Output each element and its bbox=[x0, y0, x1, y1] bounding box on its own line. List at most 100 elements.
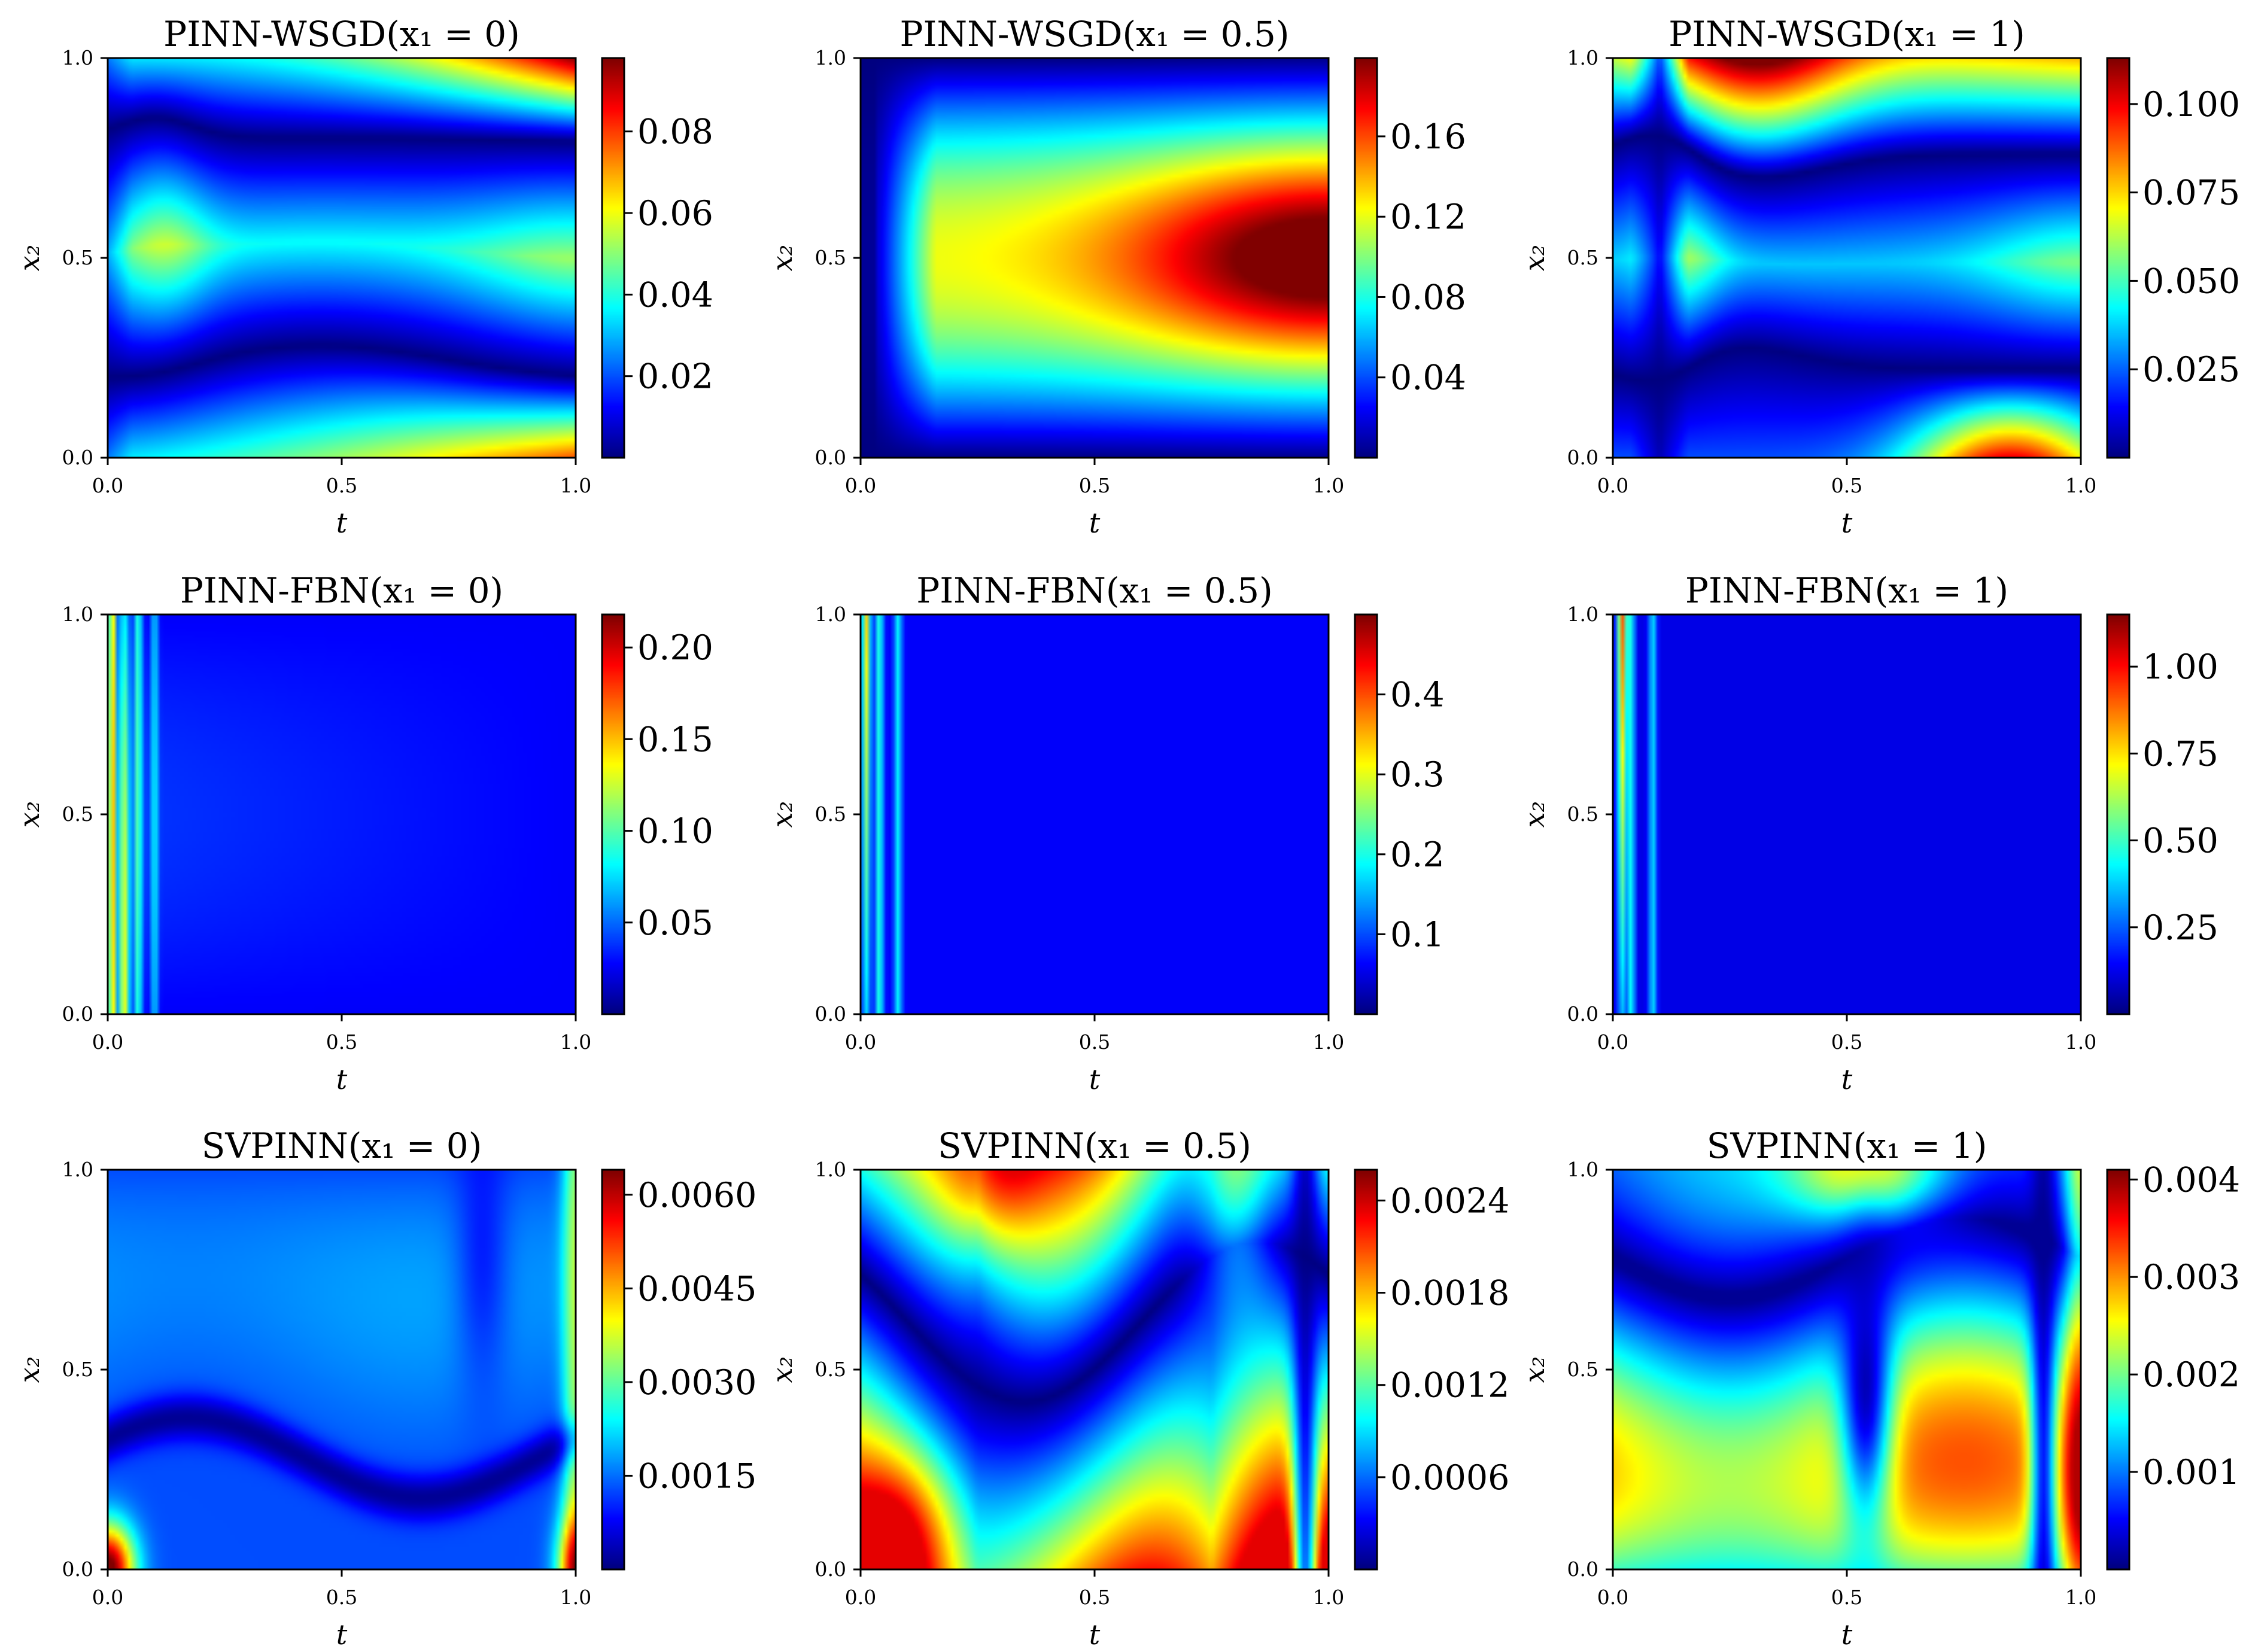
x-tick-label: 0.5 bbox=[1831, 474, 1862, 497]
colorbar-tick-label: 0.0006 bbox=[1390, 1458, 1509, 1498]
chart-title: SVPINN(x₁ = 0) bbox=[202, 1125, 482, 1166]
x-tick-label: 1.0 bbox=[2065, 474, 2096, 497]
y-tick-label: 1.0 bbox=[815, 1158, 846, 1181]
y-tick-label: 1.0 bbox=[62, 46, 93, 69]
colorbar-tick-label: 0.0015 bbox=[637, 1456, 756, 1496]
y-axis-label: x₂ bbox=[766, 801, 798, 827]
chart-title: SVPINN(x₁ = 0.5) bbox=[938, 1125, 1251, 1166]
y-axis-label: x₂ bbox=[13, 801, 45, 827]
chart-title: PINN-WSGD(x₁ = 0) bbox=[163, 14, 520, 54]
y-axis-label: x₂ bbox=[1518, 1356, 1551, 1383]
chart-title: PINN-FBN(x₁ = 0) bbox=[180, 570, 503, 611]
colorbar-gradient bbox=[2107, 614, 2129, 1014]
panel-5: PINN-FBN(x₁ = 0.5) 0.0 0.5 1.0 0.0 0.5 1.0 t x₂ 0… bbox=[766, 570, 1445, 1096]
x-axis-label: t bbox=[336, 1618, 348, 1651]
x-axis-label: t bbox=[1089, 1063, 1101, 1096]
x-tick-label: 0.0 bbox=[1597, 474, 1628, 497]
heatmap-image bbox=[108, 614, 576, 1014]
x-tick-label: 1.0 bbox=[1313, 474, 1344, 497]
y-tick-label: 0.5 bbox=[815, 802, 846, 826]
colorbar-tick-label: 0.06 bbox=[637, 194, 713, 233]
y-tick-label: 1.0 bbox=[1567, 46, 1598, 69]
colorbar-tick-label: 0.16 bbox=[1390, 117, 1466, 157]
colorbar-frame bbox=[2106, 1169, 2130, 1571]
y-tick-label: 0.0 bbox=[62, 446, 93, 469]
y-tick-label: 0.5 bbox=[62, 246, 93, 269]
colorbar-gradient bbox=[1355, 614, 1377, 1014]
x-tick-label: 0.5 bbox=[1831, 1586, 1862, 1609]
colorbar-tick-label: 0.001 bbox=[2142, 1453, 2240, 1492]
heatmap-image bbox=[1613, 614, 2081, 1014]
colorbar-frame bbox=[2106, 613, 2130, 1015]
x-tick-label: 1.0 bbox=[560, 1030, 591, 1054]
chart-title: PINN-FBN(x₁ = 1) bbox=[1685, 570, 2008, 611]
y-tick-label: 1.0 bbox=[1567, 1158, 1598, 1181]
panel-6: PINN-FBN(x₁ = 1) 0.0 0.5 1.0 0.0 0.5 1.0 t x₂ 0.2… bbox=[1518, 570, 2218, 1096]
colorbar-frame bbox=[601, 57, 625, 459]
chart-title: PINN-WSGD(x₁ = 0.5) bbox=[900, 14, 1290, 54]
y-axis-label: x₂ bbox=[13, 1356, 45, 1383]
colorbar-tick-label: 0.04 bbox=[1390, 358, 1466, 398]
x-tick-label: 1.0 bbox=[560, 474, 591, 497]
x-tick-label: 0.0 bbox=[1597, 1030, 1628, 1054]
heatmap-image bbox=[861, 58, 1329, 458]
x-tick-label: 0.5 bbox=[1079, 474, 1110, 497]
y-tick-label: 0.0 bbox=[815, 1557, 846, 1581]
heatmap-image bbox=[108, 58, 576, 458]
panel-4: PINN-FBN(x₁ = 0) 0.0 0.5 1.0 0.0 0.5 1.0 t x₂ 0.0… bbox=[13, 570, 713, 1096]
colorbar-frame bbox=[1354, 57, 1378, 459]
chart-title: PINN-WSGD(x₁ = 1) bbox=[1668, 14, 2025, 54]
heatmap-image bbox=[861, 1170, 1329, 1569]
x-tick-label: 0.0 bbox=[845, 474, 876, 497]
y-tick-label: 0.0 bbox=[815, 446, 846, 469]
x-tick-label: 0.0 bbox=[92, 1586, 123, 1609]
y-tick-label: 0.0 bbox=[1567, 1557, 1598, 1581]
x-axis-label: t bbox=[336, 1063, 348, 1096]
y-tick-label: 0.5 bbox=[62, 1358, 93, 1381]
colorbar-tick-label: 0.25 bbox=[2142, 908, 2218, 948]
colorbar-tick-label: 0.10 bbox=[637, 812, 713, 851]
colorbar-tick-label: 0.50 bbox=[2142, 822, 2218, 861]
colorbar-tick-label: 0.15 bbox=[637, 720, 713, 759]
colorbar-tick-label: 0.04 bbox=[637, 275, 713, 315]
x-tick-label: 0.5 bbox=[1079, 1030, 1110, 1054]
colorbar-tick-label: 0.0030 bbox=[637, 1363, 756, 1402]
colorbar-tick-label: 0.20 bbox=[637, 628, 713, 668]
colorbar-tick-label: 0.004 bbox=[2142, 1160, 2240, 1200]
chart-title: PINN-FBN(x₁ = 0.5) bbox=[916, 570, 1273, 611]
x-tick-label: 0.0 bbox=[845, 1586, 876, 1609]
colorbar-tick-label: 0.002 bbox=[2142, 1355, 2240, 1395]
colorbar-tick-label: 0.0012 bbox=[1390, 1366, 1509, 1405]
colorbar-tick-label: 0.0045 bbox=[637, 1269, 756, 1309]
y-axis-label: x₂ bbox=[1518, 801, 1551, 827]
colorbar-tick-label: 0.02 bbox=[637, 357, 713, 397]
y-tick-label: 1.0 bbox=[815, 603, 846, 626]
x-tick-label: 0.5 bbox=[326, 474, 357, 497]
colorbar-frame bbox=[2106, 57, 2130, 459]
colorbar-tick-label: 0.0060 bbox=[637, 1176, 756, 1215]
y-tick-label: 0.5 bbox=[62, 802, 93, 826]
x-tick-label: 0.0 bbox=[1597, 1586, 1628, 1609]
y-tick-label: 1.0 bbox=[815, 46, 846, 69]
colorbar-gradient bbox=[602, 58, 624, 458]
y-tick-label: 0.0 bbox=[62, 1002, 93, 1026]
y-tick-label: 0.5 bbox=[1567, 1358, 1598, 1381]
x-tick-label: 0.0 bbox=[92, 1030, 123, 1054]
heatmap-image bbox=[1613, 1170, 2081, 1569]
colorbar-gradient bbox=[2107, 58, 2129, 458]
y-tick-label: 0.5 bbox=[815, 1358, 846, 1381]
y-tick-label: 0.0 bbox=[815, 1002, 846, 1026]
y-tick-label: 0.0 bbox=[62, 1557, 93, 1581]
panel-3: PINN-WSGD(x₁ = 1) 0.0 0.5 1.0 0.0 0.5 1.0 t x₂ 0.… bbox=[1518, 14, 2240, 539]
colorbar-tick-label: 0.025 bbox=[2142, 350, 2240, 390]
colorbar-tick-label: 0.003 bbox=[2142, 1258, 2240, 1297]
heatmap-image bbox=[1613, 58, 2081, 458]
colorbar-tick-label: 0.12 bbox=[1390, 197, 1466, 237]
x-tick-label: 1.0 bbox=[1313, 1586, 1344, 1609]
y-tick-label: 0.0 bbox=[1567, 1002, 1598, 1026]
x-tick-label: 1.0 bbox=[2065, 1586, 2096, 1609]
panel-7: SVPINN(x₁ = 0) 0.0 0.5 1.0 0.0 0.5 1.0 t x₂ 0.001… bbox=[13, 1125, 756, 1651]
x-axis-label: t bbox=[1841, 1063, 1853, 1096]
colorbar-tick-label: 0.0024 bbox=[1390, 1181, 1509, 1221]
